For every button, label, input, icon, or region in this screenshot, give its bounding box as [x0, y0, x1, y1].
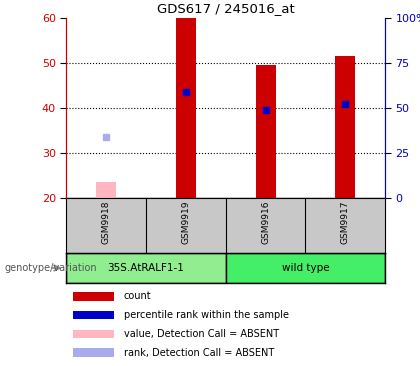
Text: rank, Detection Call = ABSENT: rank, Detection Call = ABSENT: [124, 348, 274, 358]
Text: GSM9916: GSM9916: [261, 201, 270, 244]
Text: value, Detection Call = ABSENT: value, Detection Call = ABSENT: [124, 329, 279, 339]
Text: GSM9917: GSM9917: [341, 201, 350, 244]
Text: GSM9919: GSM9919: [181, 201, 190, 244]
Bar: [73, 329, 114, 339]
Bar: [176, 18, 196, 198]
Title: GDS617 / 245016_at: GDS617 / 245016_at: [157, 3, 294, 15]
Text: 35S.AtRALF1-1: 35S.AtRALF1-1: [108, 263, 184, 273]
Bar: [256, 65, 276, 198]
Text: count: count: [124, 291, 151, 301]
Text: percentile rank within the sample: percentile rank within the sample: [124, 310, 289, 320]
Text: wild type: wild type: [282, 263, 329, 273]
Text: GSM9918: GSM9918: [102, 201, 111, 244]
Bar: [335, 56, 355, 198]
Bar: [73, 348, 114, 357]
Bar: [96, 182, 116, 198]
Bar: [73, 292, 114, 300]
Text: genotype/variation: genotype/variation: [4, 263, 97, 273]
Bar: [73, 311, 114, 320]
Bar: [66, 253, 226, 283]
Bar: [226, 253, 385, 283]
